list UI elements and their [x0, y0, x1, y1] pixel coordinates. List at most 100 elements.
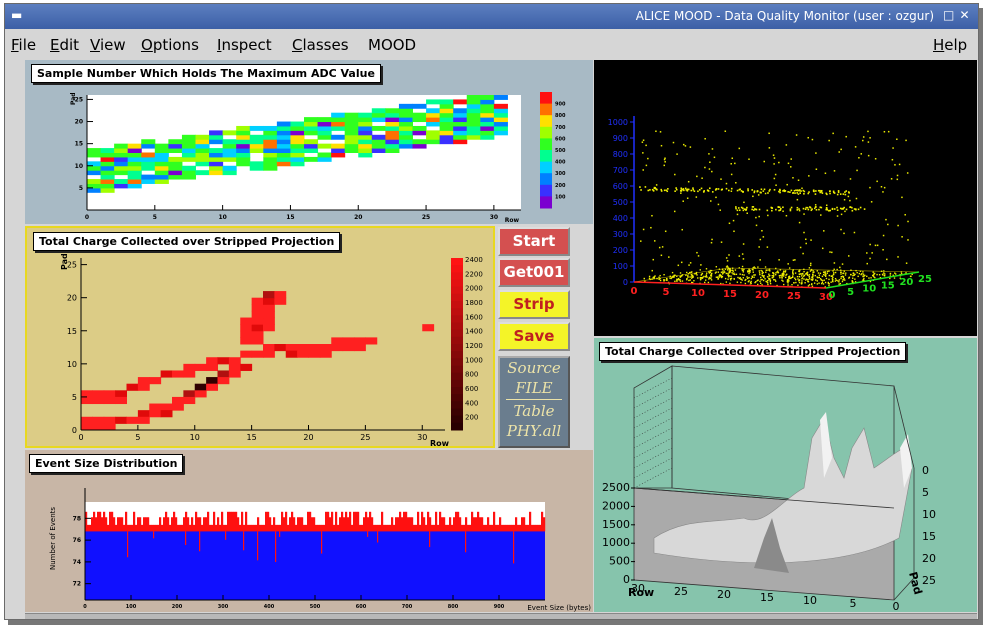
- event-bar-top: [337, 524, 340, 532]
- menu-view[interactable]: View: [90, 36, 126, 54]
- event-bar-top: [349, 511, 352, 532]
- scatter-point: [758, 208, 761, 211]
- adc-cell: [385, 121, 400, 127]
- adc-cell: [181, 152, 196, 158]
- scatter-point: [883, 275, 886, 277]
- event-bar-top: [231, 511, 234, 532]
- scatter-point: [714, 272, 717, 274]
- menu-classes[interactable]: Classes: [292, 36, 349, 54]
- adc-cell: [371, 143, 386, 149]
- event-size-panel[interactable]: 0 100 200 300 400 500 600 700 800 900 72 74 76 78 Even…: [25, 450, 593, 612]
- adc-cell: [290, 130, 305, 136]
- scatter-point: [855, 269, 857, 272]
- strip-button[interactable]: Strip: [498, 290, 570, 319]
- lego-grid-line: [633, 397, 673, 419]
- charge-cell: [228, 363, 241, 371]
- adc-map-panel[interactable]: 0 5 10 15 20 25 30 5 10 15 20 25 Row Pad 100 200 300 400 5…: [25, 60, 593, 224]
- event-bar-top: [427, 511, 430, 532]
- scatter-point: [740, 206, 743, 209]
- save-button[interactable]: Save: [498, 322, 570, 351]
- charge-cell: [81, 423, 93, 431]
- charge-cell: [206, 383, 218, 391]
- menu-options[interactable]: Options: [141, 36, 199, 54]
- menu-help[interactable]: Help: [933, 36, 968, 54]
- source-table-box[interactable]: Source FILE Table PHY.all: [498, 356, 570, 448]
- scatter-point: [827, 282, 830, 285]
- lego-panel-title: Total Charge Collected over Stripped Pro…: [599, 342, 907, 361]
- lego-grid-line: [633, 417, 673, 439]
- adc-cell: [426, 139, 441, 145]
- scatter-point: [730, 277, 733, 280]
- event-bar-top: [181, 524, 184, 532]
- scatter-point: [674, 274, 676, 276]
- scatter-point: [811, 138, 814, 141]
- adc-cell: [371, 139, 386, 145]
- menu-file[interactable]: File: [11, 36, 37, 54]
- menu-inspect[interactable]: Inspect: [217, 36, 272, 54]
- scatter-x-tick-label: 0: [631, 286, 638, 297]
- adc-cell: [181, 134, 196, 140]
- scatter-point: [828, 209, 830, 212]
- scatter-point: [664, 157, 666, 159]
- close-icon[interactable]: ✕: [959, 8, 970, 22]
- scatter-point: [858, 272, 861, 275]
- scatter-point: [781, 277, 783, 279]
- get001-button[interactable]: Get001: [498, 258, 570, 287]
- adc-cell: [127, 174, 142, 180]
- event-bar-top: [457, 511, 460, 532]
- scatter-point: [721, 275, 724, 278]
- scatter-point: [738, 267, 740, 269]
- menu-edit[interactable]: Edit: [50, 36, 80, 54]
- scatter-point: [852, 272, 855, 275]
- charge-y-label: Pad: [60, 253, 69, 270]
- event-x-tick-label: 500: [310, 604, 321, 610]
- scatter-point: [822, 273, 825, 276]
- scatter-point: [690, 189, 693, 192]
- scatter-point: [740, 190, 743, 192]
- charge-colorbar-segment: [451, 308, 463, 316]
- maximize-icon[interactable]: □: [943, 8, 955, 22]
- scatter-point: [739, 273, 741, 275]
- scatter-point: [907, 239, 909, 241]
- charge-map-panel[interactable]: 0 5 10 15 20 25 30 0 5 10 15 20 25 Row Pad 200 400 600 800…: [25, 226, 495, 448]
- charge-cell: [183, 363, 196, 371]
- adc-cell: [100, 170, 115, 176]
- event-bar-top: [151, 524, 154, 532]
- scatter-point: [821, 247, 824, 250]
- scatter-point: [766, 282, 769, 284]
- adc-colorbar-segment: [540, 173, 552, 186]
- lego-panel[interactable]: 0 500 1000 1500 2000 2500 30 25 20 15 10 5 0 Row 0 5 10 1…: [594, 338, 977, 612]
- scatter-point: [726, 265, 728, 267]
- event-bar-top: [499, 517, 502, 532]
- window-menu-icon[interactable]: ▬: [11, 8, 23, 22]
- charge-cell: [319, 350, 332, 358]
- lego-x-tick-label: 5: [850, 597, 857, 610]
- scatter-point: [754, 281, 756, 284]
- scatter-point: [817, 272, 820, 274]
- adc-cell: [114, 156, 129, 162]
- event-bar-top: [473, 517, 476, 532]
- charge-x-label: Row: [430, 439, 450, 446]
- scatter-point: [686, 278, 688, 281]
- scatter-point: [802, 252, 804, 255]
- scatter-point: [720, 282, 722, 285]
- lego-y-tick-label: 10: [922, 508, 936, 521]
- adc-cell: [385, 139, 400, 145]
- scatter-point: [684, 187, 687, 190]
- start-button[interactable]: Start: [498, 227, 570, 256]
- scatter-point: [747, 188, 749, 190]
- charge-colorbar-label: 2000: [465, 285, 483, 293]
- event-bar-top: [221, 511, 224, 532]
- event-bar-top: [265, 511, 268, 532]
- scatter-point: [773, 163, 775, 165]
- scatter-point: [783, 270, 785, 273]
- scatter-point: [734, 162, 736, 165]
- scatter-point: [894, 272, 896, 274]
- scatter-3d-panel[interactable]: 0 100 200 300 400 500 600 700 800 900 1000 0 5 10 15 20…: [594, 60, 977, 336]
- scatter-point: [672, 275, 674, 277]
- event-bar-top: [415, 524, 418, 532]
- adc-cell: [276, 139, 291, 145]
- menu-mood[interactable]: MOOD: [368, 36, 417, 54]
- charge-cell: [263, 324, 275, 332]
- adc-cell: [398, 108, 413, 114]
